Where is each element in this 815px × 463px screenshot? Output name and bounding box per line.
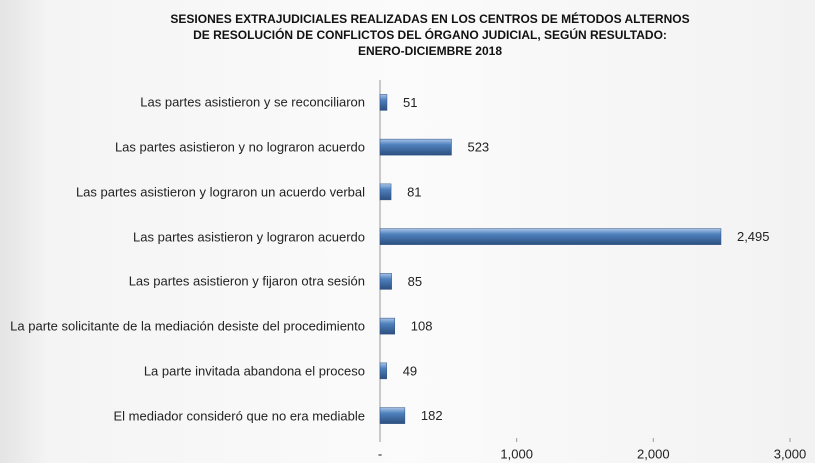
x-tick-label: - <box>378 446 382 461</box>
value-label: 2,495 <box>737 229 770 244</box>
bar <box>379 138 452 156</box>
x-tick-label: 3,000 <box>774 446 807 461</box>
category-text: Las partes asistieron y fijaron otra ses… <box>128 273 365 289</box>
bar <box>379 183 392 201</box>
y-tick-label: La parte solicitante de la mediación des… <box>10 319 365 334</box>
y-tick-label: Las partes asistieron y lograron acuerdo <box>133 229 365 244</box>
chart-title: DE RESOLUCIÓN DE CONFLICTOS DEL ÓRGANO J… <box>193 27 667 42</box>
y-tick-label: Las partes asistieron y no lograron acue… <box>115 140 365 155</box>
y-tick-label: El mediador consideró que no era mediabl… <box>114 408 366 423</box>
y-tick-label: Las partes asistieron y se reconciliaron <box>140 95 365 110</box>
bar <box>379 228 722 245</box>
value-label: 108 <box>411 319 433 334</box>
chart-title: SESIONES EXTRAJUDICIALES REALIZADAS EN L… <box>170 11 689 26</box>
category-text: Las partes asistieron y no lograron acue… <box>114 139 365 155</box>
y-tick-label: La parte invitada abandona el proceso <box>144 363 365 378</box>
value-label: 49 <box>403 363 417 378</box>
value-label: 81 <box>407 184 421 199</box>
category-text: Las partes asistieron y lograron un acue… <box>75 184 365 200</box>
y-tick-label: Las partes asistieron y fijaron otra ses… <box>129 274 365 289</box>
category-text: Las partes asistieron y lograron acuerdo <box>133 229 365 245</box>
bar <box>379 362 387 380</box>
bar <box>379 273 392 290</box>
category-text: El mediador consideró que no era mediabl… <box>113 408 366 424</box>
category-text: La parte invitada abandona el proceso <box>143 363 365 379</box>
bar <box>379 317 396 335</box>
bar <box>379 94 388 111</box>
category-text: Las partes asistieron y se reconciliaron <box>140 94 365 110</box>
value-label: 523 <box>467 140 489 155</box>
chart-title: ENERO-DICIEMBRE 2018 <box>358 44 502 58</box>
x-tick-label: 2,000 <box>637 446 670 461</box>
value-label: 51 <box>403 95 417 110</box>
value-label: 85 <box>408 274 422 289</box>
x-tick-label: 1,000 <box>500 446 533 461</box>
category-text: La parte solicitante de la mediación des… <box>10 318 365 334</box>
value-label: 182 <box>421 408 443 423</box>
y-tick-label: Las partes asistieron y lograron un acue… <box>76 184 365 199</box>
bar <box>379 407 406 424</box>
